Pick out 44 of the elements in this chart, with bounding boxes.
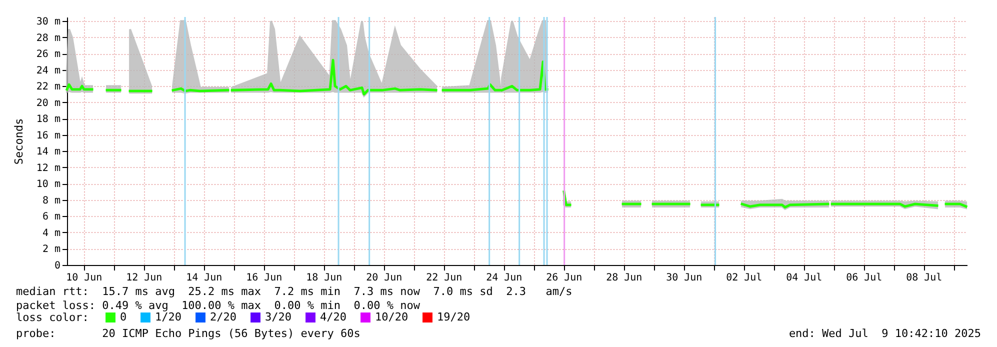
x-tick-label: 22 Jun: [426, 272, 462, 284]
x-tick-label: 14 Jun: [186, 272, 222, 284]
x-tick-label: 26 Jun: [546, 272, 582, 284]
x-tick-label: 20 Jun: [366, 272, 402, 284]
x-tick-label: 24 Jun: [486, 272, 522, 284]
y-tick-label: 24 m: [36, 65, 60, 76]
y-tick-label: 4 m: [42, 228, 60, 239]
x-tick-label: 28 Jun: [606, 272, 642, 284]
legend-label: 19/20: [437, 310, 470, 324]
y-tick-label: 10 m: [36, 179, 60, 190]
legend-label: 3/20: [265, 310, 292, 324]
y-tick-label: 16 m: [36, 130, 60, 142]
y-tick-label: 22 m: [36, 82, 60, 93]
y-axis-title: Seconds: [12, 118, 26, 165]
y-tick-label: 18 m: [36, 114, 60, 126]
y-tick-label: 28 m: [36, 32, 60, 44]
y-tick-label: 26 m: [36, 49, 60, 60]
x-tick-label: 12 Jun: [126, 272, 162, 284]
x-tick-label: 10 Jun: [66, 272, 102, 284]
x-tick-label: 02 Jul: [726, 272, 762, 284]
y-tick-label: 2 m: [42, 244, 60, 256]
x-tick-label: 06 Jul: [846, 272, 882, 284]
text: packet loss: 0.49 % avg 100.00 % max 0.00 % min 0.00 % now: [16, 299, 420, 312]
x-tick-label: 04 Jul: [786, 272, 822, 284]
y-tick-label: 12 m: [36, 162, 60, 174]
x-tick-label: 16 Jun: [246, 272, 282, 284]
legend-label: 2/20: [210, 310, 236, 324]
legend-label: 4/20: [320, 310, 346, 324]
x-tick-label: 18 Jun: [306, 272, 342, 284]
text: probe: 20 ICMP Echo Pings (56 Bytes) every 60s: [16, 327, 360, 340]
legend-title: loss color:: [16, 311, 89, 324]
legend-label: 0: [120, 310, 127, 324]
legend-label: 1/20: [155, 310, 182, 324]
y-tick-label: 0: [54, 260, 60, 272]
text: end: Wed Jul 9 10:42:10 2025: [788, 327, 981, 340]
y-tick-label: 30 m: [36, 16, 60, 28]
y-tick-label: 20 m: [36, 98, 60, 109]
x-tick-label: 08 Jul: [906, 272, 942, 284]
y-tick-label: 8 m: [42, 195, 60, 206]
y-tick-label: 6 m: [42, 212, 60, 223]
text: median rtt: 15.7 ms avg 25.2 ms max 7.2 ms min 7.3 ms now 7.0 ms sd 2.3 am/s: [16, 285, 572, 298]
legend-label: 10/20: [375, 310, 408, 324]
y-tick-label: 14 m: [36, 146, 60, 158]
x-tick-label: 30 Jun: [666, 272, 702, 284]
